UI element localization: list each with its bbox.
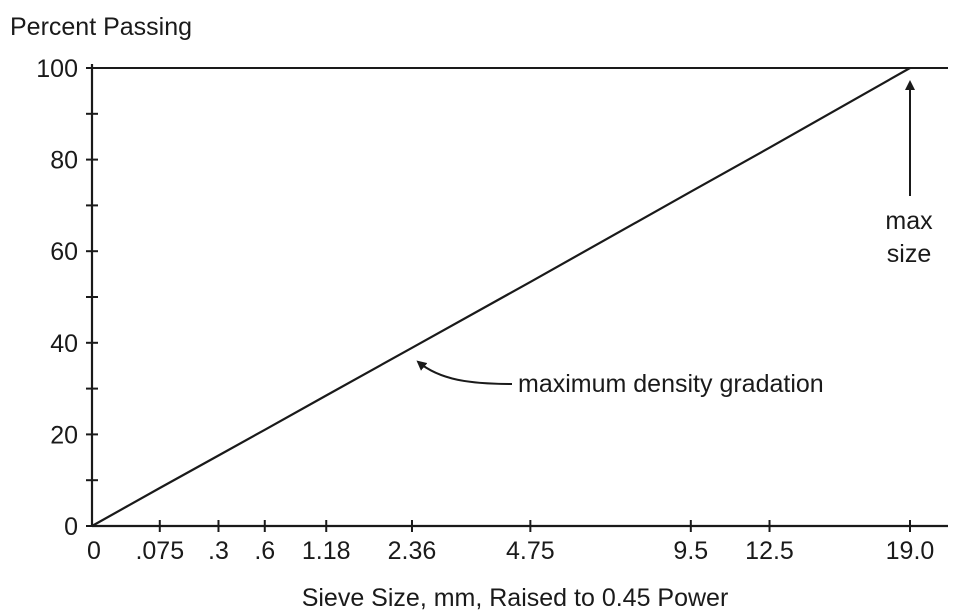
y-tick-label: 80	[50, 147, 78, 175]
x-tick-label: 0	[87, 537, 101, 565]
x-ticks: 0 .075 .3 .6 1.18 2.36 4.75 9.5 12.5 19.0	[87, 520, 934, 565]
annotation-max-size-line: max	[885, 207, 933, 235]
annotation-max-size-line: size	[887, 240, 931, 268]
x-tick-label: 19.0	[886, 537, 935, 565]
x-axis-title: Sieve Size, mm, Raised to 0.45 Power	[302, 584, 729, 612]
x-tick-label: 2.36	[388, 537, 437, 565]
x-tick-label: 12.5	[745, 537, 794, 565]
x-tick-label: 1.18	[302, 537, 351, 565]
y-tick-label: 60	[50, 238, 78, 266]
series-line	[91, 67, 911, 527]
y-tick-label: 40	[50, 330, 78, 358]
x-tick-label: .6	[254, 537, 275, 565]
annotations: maximum density gradation max size	[416, 80, 933, 398]
annotation-max-density: maximum density gradation	[518, 370, 824, 398]
series-group	[91, 67, 911, 527]
axes	[90, 64, 948, 528]
y-tick-label: 20	[50, 421, 78, 449]
x-tick-label: 4.75	[506, 537, 555, 565]
y-tick-label: 0	[64, 513, 78, 541]
annotation-arrow-density	[416, 360, 513, 385]
y-tick-label: 100	[36, 55, 78, 83]
y-axis-title: Percent Passing	[10, 13, 192, 41]
x-tick-label: .3	[208, 537, 229, 565]
x-tick-label: .075	[135, 537, 184, 565]
y-ticks: 0 20 40 60 80 100	[36, 55, 98, 541]
x-tick-label: 9.5	[673, 537, 708, 565]
